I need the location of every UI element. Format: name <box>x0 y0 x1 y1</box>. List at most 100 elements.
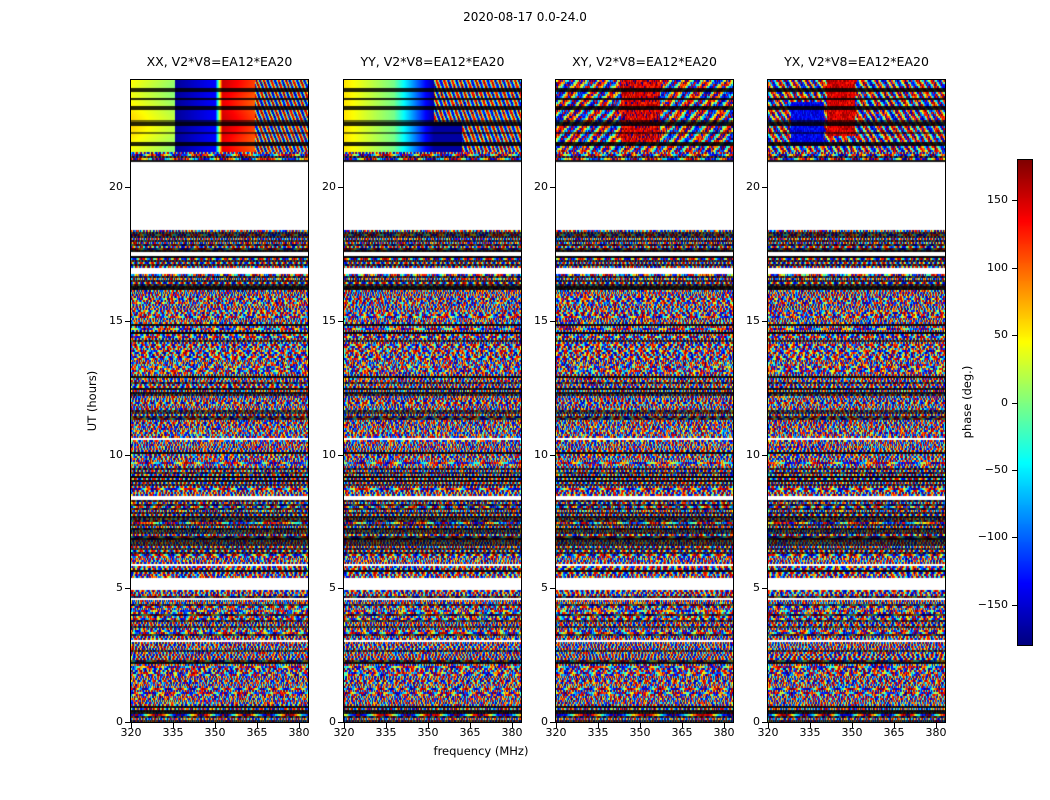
x-tick-label: 380 <box>288 726 310 739</box>
x-tick-label: 335 <box>799 726 821 739</box>
y-tick-mark <box>550 187 555 188</box>
x-tick-label: 335 <box>162 726 184 739</box>
colorbar-tick-mark <box>1012 469 1017 471</box>
x-tick-label: 335 <box>587 726 609 739</box>
x-tick-mark <box>470 723 471 728</box>
y-tick-label: 5 <box>329 581 336 595</box>
y-tick-label: 0 <box>116 715 123 728</box>
panel-title-yy: YY, V2*V8=EA12*EA20 <box>360 54 505 69</box>
x-tick-label: 320 <box>333 726 355 739</box>
x-axis-label: frequency (MHz) <box>433 744 529 758</box>
heatmap-canvas-xx <box>130 79 309 723</box>
colorbar-tick-label: 150 <box>987 193 1008 207</box>
y-tick-mark <box>338 454 343 456</box>
y-tick-label: 0 <box>329 715 336 728</box>
colorbar-tick-label: −100 <box>977 530 1008 544</box>
y-tick-mark <box>762 320 767 322</box>
x-tick-mark <box>344 723 345 728</box>
x-tick-label: 380 <box>501 726 523 739</box>
y-tick-mark <box>338 187 343 188</box>
x-tick-mark <box>724 723 725 728</box>
y-tick-label: 5 <box>116 581 123 595</box>
x-tick-label: 350 <box>204 726 226 739</box>
y-tick-mark <box>550 722 555 723</box>
y-tick-mark <box>550 588 555 590</box>
panel-title-xx: XX, V2*V8=EA12*EA20 <box>146 54 293 69</box>
colorbar-tick-mark <box>1012 537 1017 539</box>
x-tick-label: 365 <box>459 726 481 739</box>
colorbar-tick-label: −150 <box>977 597 1008 611</box>
colorbar-tick-mark <box>1012 402 1017 404</box>
y-tick-label: 20 <box>322 180 336 193</box>
x-tick-mark <box>215 723 216 728</box>
colorbar-tick-mark <box>1012 200 1017 202</box>
colorbar-tick-mark <box>1012 335 1017 337</box>
y-tick-mark <box>338 722 343 723</box>
y-tick-label: 15 <box>322 313 336 327</box>
x-tick-label: 365 <box>246 726 268 739</box>
x-tick-mark <box>299 723 300 728</box>
y-tick-mark <box>338 320 343 322</box>
y-tick-label: 10 <box>322 447 336 461</box>
colorbar <box>1017 159 1033 646</box>
x-tick-mark <box>936 723 937 728</box>
y-tick-label: 20 <box>746 180 760 193</box>
x-tick-mark <box>598 723 599 728</box>
y-tick-mark <box>762 588 767 590</box>
y-tick-label: 20 <box>534 180 548 193</box>
y-tick-mark <box>762 454 767 456</box>
x-tick-label: 365 <box>671 726 693 739</box>
x-tick-mark <box>894 723 895 728</box>
x-tick-mark <box>131 723 132 728</box>
y-tick-label: 15 <box>109 313 123 327</box>
y-tick-label: 5 <box>753 581 760 595</box>
y-tick-label: 15 <box>746 313 760 327</box>
y-tick-label: 0 <box>753 715 760 728</box>
y-tick-label: 0 <box>541 715 548 728</box>
x-tick-label: 380 <box>925 726 947 739</box>
x-tick-label: 320 <box>545 726 567 739</box>
x-tick-label: 350 <box>841 726 863 739</box>
x-tick-mark <box>640 723 641 728</box>
heatmap-canvas-yy <box>343 79 522 723</box>
colorbar-tick-mark <box>1012 604 1017 606</box>
y-tick-mark <box>762 187 767 188</box>
x-tick-mark <box>682 723 683 728</box>
colorbar-tick-label: 0 <box>1001 395 1008 409</box>
x-tick-label: 350 <box>417 726 439 739</box>
x-tick-label: 380 <box>713 726 735 739</box>
x-tick-mark <box>810 723 811 728</box>
y-tick-mark <box>338 588 343 590</box>
y-tick-mark <box>125 187 130 188</box>
y-tick-mark <box>125 722 130 723</box>
y-tick-mark <box>125 588 130 590</box>
x-tick-mark <box>386 723 387 728</box>
y-tick-label: 10 <box>534 447 548 461</box>
y-tick-label: 20 <box>109 180 123 193</box>
y-tick-mark <box>550 454 555 456</box>
x-tick-label: 365 <box>883 726 905 739</box>
x-tick-mark <box>257 723 258 728</box>
x-tick-mark <box>768 723 769 728</box>
colorbar-tick-label: 100 <box>987 260 1008 274</box>
x-tick-mark <box>428 723 429 728</box>
y-tick-label: 10 <box>109 447 123 461</box>
x-tick-mark <box>512 723 513 728</box>
y-tick-mark <box>125 320 130 322</box>
x-tick-mark <box>173 723 174 728</box>
x-tick-label: 320 <box>757 726 779 739</box>
x-tick-mark <box>852 723 853 728</box>
x-tick-mark <box>556 723 557 728</box>
figure-title: 2020-08-17 0.0-24.0 <box>463 10 587 24</box>
y-axis-label: UT (hours) <box>85 370 99 432</box>
y-tick-mark <box>550 320 555 322</box>
panel-title-xy: XY, V2*V8=EA12*EA20 <box>572 54 717 69</box>
x-tick-label: 335 <box>375 726 397 739</box>
y-tick-label: 5 <box>541 581 548 595</box>
colorbar-tick-label: 50 <box>994 328 1008 342</box>
y-tick-mark <box>125 454 130 456</box>
colorbar-tick-mark <box>1012 267 1017 269</box>
panel-title-yx: YX, V2*V8=EA12*EA20 <box>784 54 929 69</box>
x-tick-label: 320 <box>120 726 142 739</box>
